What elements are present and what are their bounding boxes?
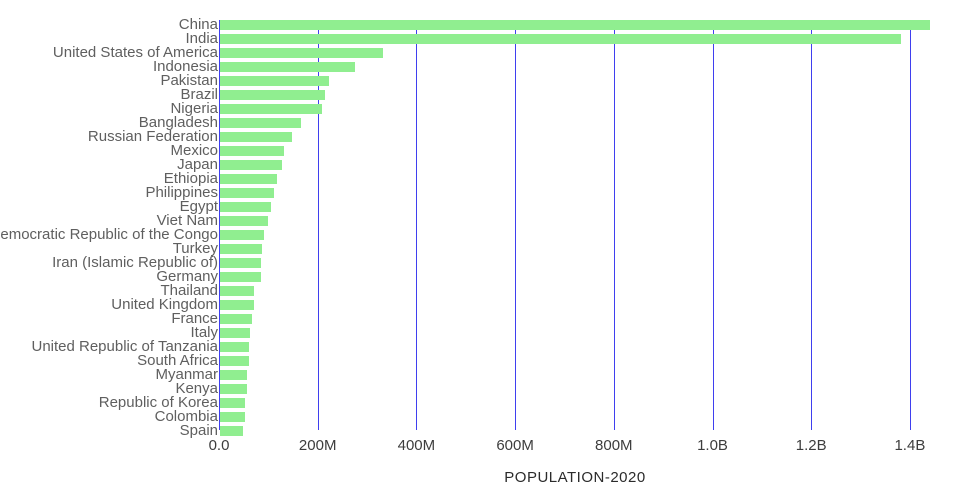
category-label: United Republic of Tanzania xyxy=(31,338,218,355)
x-tick-label: 400M xyxy=(397,437,436,454)
x-axis-title: POPULATION-2020 xyxy=(504,469,646,486)
bar-colombia xyxy=(220,412,246,422)
category-label: Egypt xyxy=(179,198,218,215)
category-label: Brazil xyxy=(180,86,218,103)
bar-democratic-republic-of-the-congo xyxy=(220,230,265,240)
bar-turkey xyxy=(220,244,262,254)
bar-south-africa xyxy=(220,356,250,366)
bar-kenya xyxy=(220,384,247,394)
bar-nigeria xyxy=(220,104,322,114)
category-label: South Africa xyxy=(137,352,218,369)
x-tick-label: 600M xyxy=(496,437,534,454)
category-label: France xyxy=(171,310,218,327)
category-label: Bangladesh xyxy=(138,114,218,131)
bar-egypt xyxy=(220,202,271,212)
category-label: Democratic Republic of the Congo xyxy=(0,226,218,243)
bar-bangladesh xyxy=(220,118,302,128)
category-label: Turkey xyxy=(172,240,218,257)
bar-iran-islamic-republic-of- xyxy=(220,258,262,268)
gridline-1.4B xyxy=(909,20,911,430)
bar-viet-nam xyxy=(220,216,269,226)
bar-mexico xyxy=(220,146,284,156)
x-tick-label: 200M xyxy=(298,437,337,454)
category-label: Germany xyxy=(156,268,218,285)
category-label: United States of America xyxy=(52,44,218,61)
category-label: Myanmar xyxy=(155,366,218,383)
category-label: Viet Nam xyxy=(156,212,218,229)
bar-spain xyxy=(220,426,244,436)
category-label: Russian Federation xyxy=(87,128,218,145)
bar-japan xyxy=(220,160,283,170)
bar-italy xyxy=(220,328,250,338)
category-label: Pakistan xyxy=(160,72,218,89)
gridline-1.2B xyxy=(811,20,813,430)
category-label: Ethiopia xyxy=(163,170,218,187)
category-label: Spain xyxy=(179,422,218,439)
x-tick-label: 800M xyxy=(595,437,633,454)
bar-united-republic-of-tanzania xyxy=(220,342,250,352)
bar-thailand xyxy=(220,286,255,296)
bar-france xyxy=(220,314,253,324)
gridline-1.0B xyxy=(712,20,714,430)
bar-ethiopia xyxy=(220,174,277,184)
bar-india xyxy=(220,34,902,44)
gridline-600M xyxy=(515,20,517,430)
category-label: Colombia xyxy=(154,408,218,425)
bar-myanmar xyxy=(220,370,247,380)
category-label: Italy xyxy=(190,324,218,341)
bar-brazil xyxy=(220,90,325,100)
bar-republic-of-korea xyxy=(220,398,246,408)
category-label: Kenya xyxy=(175,380,218,397)
x-tick-label: 1.0B xyxy=(697,437,728,454)
bar-russian-federation xyxy=(220,132,293,142)
category-label: Thailand xyxy=(160,282,218,299)
bar-philippines xyxy=(220,188,275,198)
category-label: Indonesia xyxy=(152,58,218,75)
x-tick-label: 1.4B xyxy=(894,437,926,454)
category-label: China xyxy=(178,16,218,33)
category-label: Japan xyxy=(177,156,218,173)
bar-pakistan xyxy=(220,76,329,86)
gridline-0.0 xyxy=(219,20,220,430)
category-label: India xyxy=(185,30,218,47)
category-label: Philippines xyxy=(145,184,218,201)
category-label: Republic of Korea xyxy=(98,394,218,411)
category-label: Nigeria xyxy=(170,100,218,117)
category-label: Mexico xyxy=(170,142,218,159)
gridline-400M xyxy=(416,20,418,430)
bar-united-kingdom xyxy=(220,300,254,310)
gridline-800M xyxy=(613,20,615,430)
bar-china xyxy=(220,20,931,30)
category-label: United Kingdom xyxy=(111,296,218,313)
category-label: Iran (Islamic Republic of) xyxy=(52,254,218,271)
bar-indonesia xyxy=(220,62,355,72)
x-tick-label: 1.2B xyxy=(795,437,827,454)
bar-united-states-of-america xyxy=(220,48,384,58)
x-tick-label: 0.0 xyxy=(208,437,230,454)
gridline-200M xyxy=(317,20,319,430)
bar-germany xyxy=(220,272,262,282)
